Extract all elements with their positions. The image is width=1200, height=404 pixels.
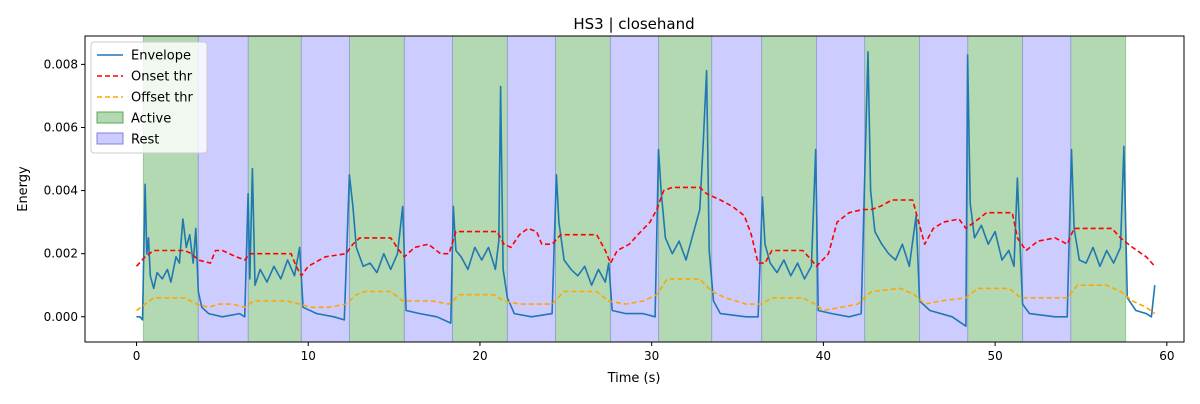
legend-label: Offset thr	[131, 91, 194, 106]
x-axis-label: Time (s)	[607, 371, 661, 386]
x-tick-label: 40	[816, 349, 831, 363]
y-axis-ticks: 0.000 0.002 0.004 0.006 0.008	[44, 57, 85, 324]
x-tick-label: 0	[133, 349, 141, 363]
rest-band	[300, 35, 350, 343]
rest-band	[609, 35, 660, 343]
x-tick-label: 60	[1159, 349, 1174, 363]
active-band	[1070, 35, 1127, 343]
y-tick-label: 0.002	[44, 247, 78, 261]
y-tick-label: 0.006	[44, 120, 78, 134]
rest-band	[1022, 35, 1072, 343]
chart-title: HS3 | closehand	[573, 15, 694, 33]
series-lines	[135, 51, 1156, 327]
series-line-envelope	[136, 51, 1156, 327]
legend-label: Onset thr	[131, 70, 193, 85]
y-tick-label: 0.004	[44, 184, 78, 198]
plot-frame	[84, 35, 1185, 343]
x-tick-label: 30	[644, 349, 659, 363]
x-axis-ticks: 0 10 20 30 40 50 60	[133, 342, 1174, 363]
active-band	[658, 35, 713, 343]
series-line-offset-thr	[136, 278, 1156, 315]
x-tick-label: 20	[472, 349, 487, 363]
active-band	[967, 35, 1024, 343]
x-tick-label: 50	[987, 349, 1002, 363]
active-band	[864, 35, 921, 343]
y-tick-label: 0.000	[44, 310, 78, 324]
rest-band	[816, 35, 866, 343]
rest-band	[919, 35, 969, 343]
shaded-intervals	[142, 35, 1127, 343]
y-axis-label: Energy	[16, 166, 31, 212]
series-line-onset-thr	[135, 186, 1156, 277]
rest-band	[403, 35, 453, 343]
x-tick-label: 10	[301, 349, 316, 363]
active-band	[451, 35, 508, 343]
active-band	[247, 35, 302, 343]
rest-band	[506, 35, 557, 343]
legend-box	[90, 41, 208, 154]
active-band	[761, 35, 818, 343]
legend-swatch	[96, 111, 124, 124]
legend-label: Rest	[131, 133, 159, 148]
legend-swatch	[96, 132, 124, 145]
legend: Envelope Onset thr Offset thr Active Rest	[90, 41, 208, 154]
legend-label: Envelope	[131, 49, 191, 64]
rest-band	[711, 35, 763, 343]
y-tick-label: 0.008	[44, 57, 78, 71]
legend-label: Active	[131, 112, 171, 127]
